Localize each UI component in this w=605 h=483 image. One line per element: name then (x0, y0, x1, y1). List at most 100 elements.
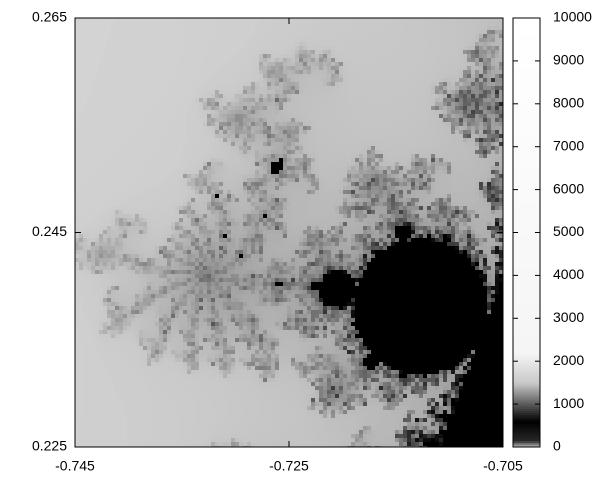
fractal-cell (291, 238, 299, 243)
fractal-cell (199, 234, 203, 239)
fractal-cell (463, 98, 467, 103)
fractal-cell (343, 234, 347, 239)
fractal-cell (119, 234, 123, 239)
fractal-cell (231, 110, 235, 115)
fractal-cell (219, 282, 223, 287)
fractal-cell (171, 118, 187, 123)
fractal-cell (203, 82, 219, 87)
fractal-cell (283, 114, 287, 119)
fractal-cell (319, 234, 323, 239)
fractal-cell (191, 286, 195, 291)
fractal-cell (179, 334, 183, 339)
fractal-cell (175, 226, 179, 231)
fractal-cell (255, 94, 259, 99)
fractal-cell (291, 162, 295, 167)
fractal-cell (107, 294, 111, 299)
fractal-cell (295, 306, 299, 311)
fractal-cell (399, 206, 403, 211)
fractal-cell (95, 314, 99, 319)
fractal-cell (287, 278, 291, 283)
fractal-cell (467, 46, 471, 51)
fractal-cell (107, 214, 111, 219)
fractal-cell (499, 134, 503, 139)
fractal-cell (187, 134, 199, 139)
fractal-cell (283, 66, 287, 71)
fractal-cell (407, 198, 411, 203)
fractal-cell (487, 82, 491, 87)
fractal-cell (259, 326, 263, 331)
fractal-cell (123, 310, 127, 315)
fractal-cell (455, 114, 459, 119)
fractal-cell (191, 86, 199, 91)
fractal-cell (215, 154, 223, 159)
fractal-cell (115, 334, 119, 339)
fractal-cell (379, 222, 383, 227)
fractal-cell (251, 158, 255, 163)
fractal-cell (319, 258, 323, 263)
fractal-cell (335, 262, 339, 267)
fractal-cell (295, 142, 299, 147)
fractal-cell (311, 90, 323, 95)
fractal-cell (399, 186, 403, 191)
fractal-cell (223, 334, 227, 339)
fractal-cell (219, 214, 223, 219)
fractal-cell (99, 246, 103, 251)
fractal-cell (127, 234, 131, 239)
fractal-cell (339, 178, 343, 183)
fractal-cell (319, 250, 323, 255)
fractal-cell (271, 170, 279, 175)
fractal-cell (299, 334, 303, 339)
fractal-cell (75, 314, 87, 319)
fractal-cell (323, 54, 327, 59)
fractal-cell (307, 310, 311, 315)
fractal-cell (75, 306, 83, 311)
fractal-cell (335, 226, 339, 231)
fractal-cell (255, 74, 259, 79)
fractal-cell (359, 198, 363, 203)
fractal-cell (75, 198, 111, 203)
fractal-cell (211, 214, 215, 219)
fractal-cell (263, 206, 267, 211)
fractal-cell (215, 166, 223, 171)
fractal-cell (75, 158, 107, 163)
fractal-cell (495, 66, 499, 71)
fractal-cell (231, 102, 235, 107)
fractal-cell (115, 298, 119, 303)
fractal-cell (307, 242, 311, 247)
fractal-cell (483, 190, 487, 195)
fractal-cell (183, 322, 187, 327)
fractal-cell (491, 114, 495, 119)
fractal-cell (351, 318, 355, 323)
fractal-cell (391, 234, 395, 239)
fractal-cell (467, 206, 475, 211)
fractal-cell (359, 338, 363, 343)
fractal-cell (391, 198, 395, 203)
fractal-cell (479, 194, 483, 199)
fractal-cell (315, 330, 319, 335)
fractal-cell (283, 78, 287, 83)
fractal-cell (359, 206, 363, 211)
fractal-cell (491, 298, 495, 303)
fractal-cell (483, 170, 487, 175)
fractal-cell (307, 126, 311, 131)
fractal-cell (239, 134, 243, 139)
fractal-cell (443, 110, 447, 115)
fractal-cell (343, 186, 351, 191)
fractal-cell (483, 106, 487, 111)
fractal-cell (243, 318, 247, 323)
fractal-cell (255, 306, 259, 311)
fractal-cell (299, 118, 303, 123)
fractal-cell (227, 222, 231, 227)
fractal-cell (331, 50, 335, 55)
fractal-cell (311, 62, 315, 67)
fractal-cell (363, 226, 367, 231)
fractal-cell (183, 182, 187, 187)
fractal-cell (163, 238, 167, 243)
fractal-cell (103, 246, 115, 251)
fractal-cell (239, 206, 247, 211)
fractal-cell (239, 274, 243, 279)
fractal-cell (183, 210, 187, 215)
fractal-cell (191, 106, 195, 111)
fractal-cell (323, 234, 327, 239)
fractal-cell (183, 318, 187, 323)
